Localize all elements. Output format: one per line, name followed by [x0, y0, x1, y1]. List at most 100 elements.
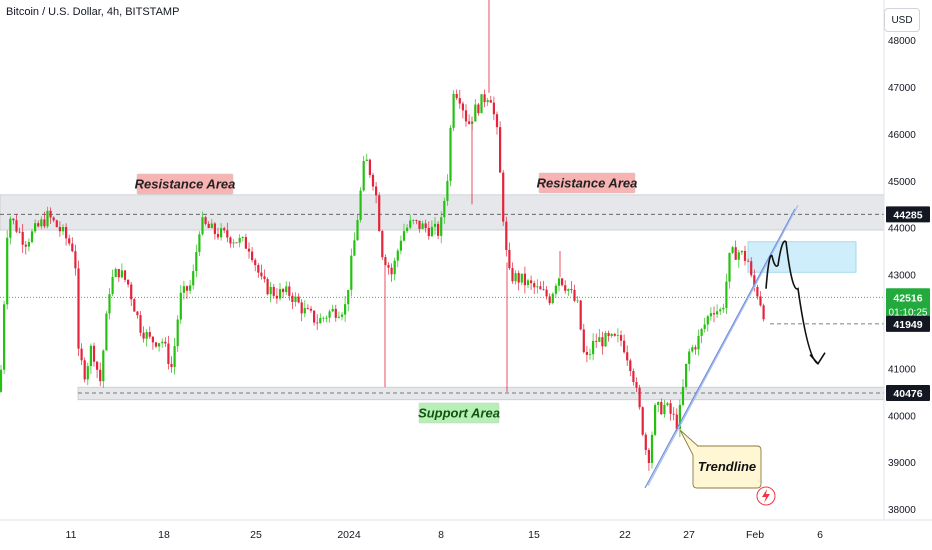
candle-body [570, 289, 573, 290]
candle-body [108, 294, 111, 314]
candle-body [595, 340, 598, 342]
candle-body [533, 283, 536, 288]
candle-body [158, 343, 161, 347]
candle-body [148, 332, 151, 337]
candle-body [37, 223, 40, 227]
resistance-label-left: Resistance Area [135, 173, 235, 195]
candle-body [251, 251, 254, 261]
candle-body [712, 313, 716, 315]
candle-body [412, 220, 415, 221]
candle-body [688, 351, 691, 364]
candle-body [424, 223, 427, 228]
currency-button[interactable]: USD [884, 8, 920, 32]
current-price-tag: 42516 01:10:25 [886, 288, 930, 321]
candle-body [626, 352, 629, 361]
candle-body [502, 172, 505, 222]
x-tick-label: 25 [250, 529, 262, 541]
candle-body [164, 341, 167, 344]
candle-body [43, 219, 46, 227]
candle-body [629, 360, 632, 372]
candle-body [278, 289, 282, 299]
candle-body [375, 186, 378, 196]
current-price-tag-text: 42516 [893, 292, 922, 304]
candle-body [703, 324, 706, 329]
trendline-callout: Trendline [679, 429, 762, 489]
candle-body [328, 311, 331, 318]
resistance-price-tag-text: 44285 [893, 209, 922, 221]
candle-body [223, 228, 226, 231]
candle-body [353, 240, 356, 256]
candle-body [356, 220, 359, 241]
y-axis-ticks[interactable]: 38000 39000 40000 41000 43000 44000 45000 46000… [888, 36, 916, 516]
candle-body [350, 255, 353, 290]
candle-body [322, 317, 325, 319]
candle-body [77, 268, 80, 349]
candle-body [381, 231, 384, 258]
candle-body [564, 285, 567, 291]
candle-body [266, 279, 269, 295]
candle-body [737, 252, 740, 260]
candle-body [402, 231, 406, 241]
resistance-label-right: Resistance Area [537, 172, 637, 194]
candle-body [542, 289, 545, 291]
candle-body [189, 285, 192, 291]
candle-body [734, 247, 737, 260]
x-tick-label: 2024 [337, 529, 361, 541]
y-tick-label: 40000 [888, 411, 916, 422]
candle-body [154, 342, 158, 347]
candle-body [647, 449, 650, 464]
candle-body [520, 273, 523, 283]
candle-body [170, 363, 173, 368]
candle-body [207, 223, 210, 229]
candle-body [263, 276, 266, 280]
candle-body [235, 242, 238, 244]
candle-body [52, 217, 55, 221]
candle-body [635, 381, 638, 388]
candle-body [588, 354, 592, 355]
candle-body [644, 434, 647, 450]
candle-body [539, 286, 542, 290]
candle-body [579, 300, 582, 330]
candle-body [756, 286, 759, 297]
candle-body [747, 260, 750, 262]
candle-body [362, 160, 365, 191]
candle-body [325, 317, 328, 319]
candle-body [145, 332, 148, 339]
candle-body [306, 308, 309, 309]
candle-body [238, 238, 241, 243]
candle-body [604, 333, 607, 347]
candle-body [359, 190, 362, 221]
candle-body [213, 223, 216, 234]
candle-body [161, 341, 164, 344]
candle-body [83, 360, 86, 380]
projection-arrowhead [809, 352, 826, 366]
lightning-event-icon[interactable] [756, 486, 776, 506]
candle-body [530, 280, 533, 284]
candle-body [697, 335, 700, 350]
candle-body [654, 404, 657, 435]
candle-body [390, 267, 393, 275]
candle-body [18, 231, 21, 233]
candle-body [455, 93, 458, 99]
candle-body [743, 250, 747, 261]
candle-body [288, 286, 291, 296]
candle-body [195, 252, 198, 272]
x-tick-label: 22 [619, 529, 631, 541]
candle-body [585, 352, 588, 355]
candle-body [68, 238, 71, 244]
mid-price-tag: 41949 [886, 315, 930, 332]
mid-price-tag-text: 41949 [893, 319, 922, 331]
candle-body [65, 227, 68, 239]
candle-body [285, 286, 288, 293]
candle-body [334, 308, 337, 318]
x-tick-label: 18 [158, 529, 170, 541]
candle-body [220, 228, 223, 238]
x-axis-ticks[interactable]: 11 18 25 2024 8 15 22 27 Feb 6 [66, 529, 824, 541]
candle-body [12, 218, 15, 221]
candle-body [458, 98, 461, 104]
x-tick-label: 27 [683, 529, 695, 541]
candle-body [545, 289, 548, 297]
candle-body [309, 308, 313, 311]
y-tick-label: 48000 [888, 36, 916, 47]
